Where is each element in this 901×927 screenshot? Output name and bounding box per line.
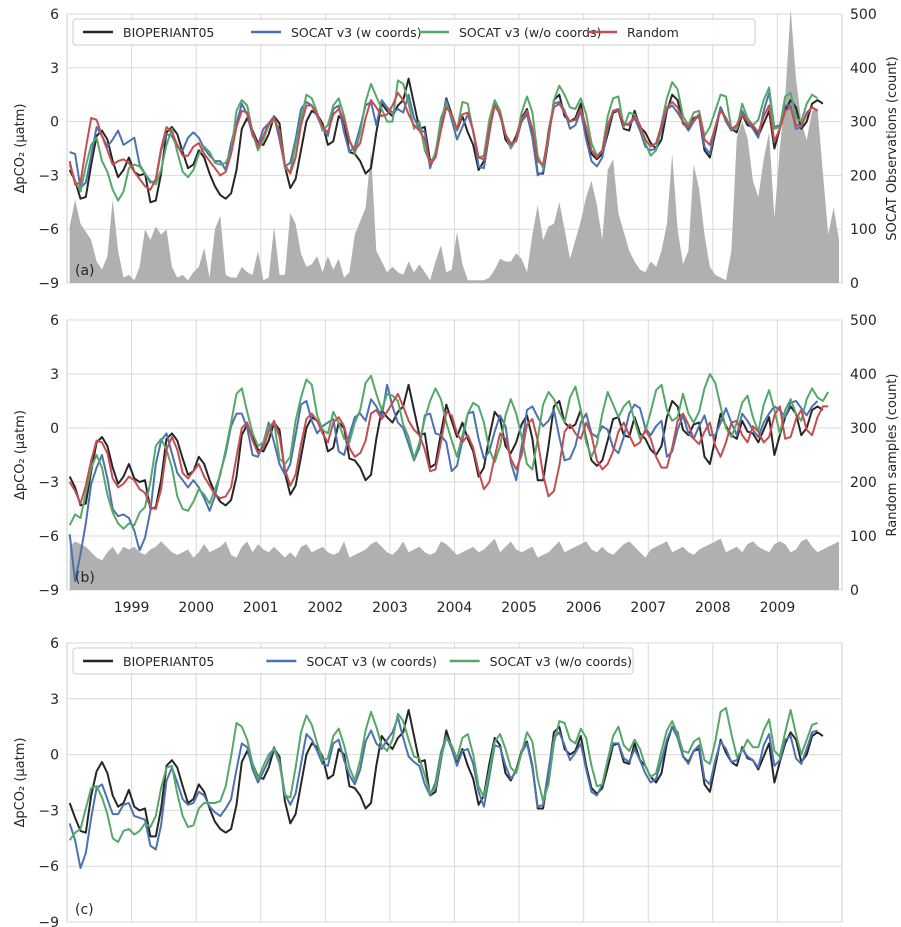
panel-label-c: (c) (75, 902, 94, 918)
legend-label: SOCAT v3 (w/o coords) (490, 654, 632, 669)
tick-labels-a: −9 −6 −3 0 3 6 0 100 200 300 400 500 (38, 7, 876, 292)
series-line-bioperiant05 (68, 383, 824, 510)
x-tick-label: 2007 (630, 600, 666, 616)
y2-tick-label: 400 (850, 61, 877, 77)
y2-tick-label: 400 (850, 367, 877, 383)
y2-tick-label: 200 (850, 168, 877, 184)
y-tick-label: −9 (38, 915, 59, 927)
y2-tick-label: 0 (850, 583, 859, 599)
y-tick-label: −9 (38, 276, 59, 292)
series-line-socat-v3-w-o-coords (68, 373, 830, 530)
y-tick-label: −6 (38, 529, 59, 545)
panel-a: −9 −6 −3 0 3 6 0 100 200 300 400 500 ΔpCO₂ (μatm) S… (13, 7, 900, 292)
y-tick-label: −6 (38, 859, 59, 875)
y2-tick-label: 100 (850, 529, 877, 545)
x-tick-label: 2005 (501, 600, 537, 616)
y2-tick-label: 500 (850, 313, 877, 329)
y2-tick-label: 0 (850, 276, 859, 292)
count-area (69, 8, 839, 283)
legend-label: SOCAT v3 (w coords) (291, 25, 422, 40)
y-tick-label: 0 (50, 748, 59, 764)
x-tick-label: 2006 (566, 600, 602, 616)
panel-label-b: (b) (75, 570, 95, 586)
x-tick-label: 2002 (308, 600, 344, 616)
legend-label: BIOPERIANT05 (123, 25, 214, 40)
y-tick-label: 6 (50, 7, 59, 23)
legend-label: SOCAT v3 (w coords) (306, 654, 437, 669)
y-tick-label: 6 (50, 313, 59, 329)
x-tick-label: 2003 (372, 600, 408, 616)
y2-tick-label: 200 (850, 475, 877, 491)
x-tick-label: 2000 (178, 600, 214, 616)
y-tick-label: 0 (50, 421, 59, 437)
y-axis-label-b: ΔpCO₂ (μatm) (13, 410, 28, 500)
y2-tick-label: 300 (850, 115, 877, 131)
y2-tick-label: 100 (850, 222, 877, 238)
panel-c: −9 −6 −3 0 3 6 ΔpCO₂ (μatm) (c) BIOPERIANT05 S… (13, 636, 843, 927)
count-area (69, 538, 839, 590)
x-tick-label: 2001 (243, 600, 279, 616)
legend-box (72, 18, 756, 46)
series-line-socat-v3-w-o-coords (68, 79, 819, 202)
grid-c (67, 642, 842, 923)
y2-tick-label: 500 (850, 7, 877, 23)
series-line-bioperiant05 (68, 709, 824, 838)
tick-labels-b: −9 −6 −3 0 3 6 0 100 200 300 400 500 1999 2000 2001 200… (38, 313, 876, 616)
series-line-random (68, 91, 819, 191)
y-axis-label-a: ΔpCO₂ (μatm) (13, 104, 28, 194)
tick-labels-c: −9 −6 −3 0 3 6 (38, 636, 59, 927)
y2-tick-label: 300 (850, 421, 877, 437)
y-axis-label-c: ΔpCO₂ (μatm) (13, 738, 28, 828)
y-tick-label: −3 (38, 168, 59, 184)
y-tick-label: −3 (38, 803, 59, 819)
legend-c: BIOPERIANT05 SOCAT v3 (w coords) SOCAT v3 … (72, 647, 634, 675)
legend-a: BIOPERIANT05 SOCAT v3 (w coords) SOCAT v3 … (72, 18, 756, 46)
y-tick-label: −3 (38, 475, 59, 491)
y-tick-label: 0 (50, 115, 59, 131)
legend-box (72, 647, 634, 675)
random-sample-bars-b (69, 538, 839, 590)
panel-b: −9 −6 −3 0 3 6 0 100 200 300 400 500 1999 2000 2001 200… (13, 313, 900, 616)
y2-axis-label-a: SOCAT Observations (count) (885, 56, 900, 240)
series-lines-c (68, 707, 824, 870)
x-tick-label: 2009 (760, 600, 796, 616)
y-tick-label: 3 (50, 61, 59, 77)
y-tick-label: 6 (50, 636, 59, 652)
series-line-socat-v3-w-o-coords (68, 707, 818, 843)
series-lines-a (68, 77, 824, 204)
legend-label: SOCAT v3 (w/o coords) (459, 25, 601, 40)
y2-axis-label-b: Random samples (count) (885, 374, 900, 537)
legend-label: BIOPERIANT05 (123, 654, 214, 669)
y-tick-label: −9 (38, 583, 59, 599)
series-lines-b (68, 373, 830, 582)
y-tick-label: 3 (50, 367, 59, 383)
observation-bars-a (69, 8, 839, 283)
y-tick-label: 3 (50, 692, 59, 708)
panel-label-a: (a) (75, 263, 95, 279)
y-tick-label: −6 (38, 222, 59, 238)
series-line-random (68, 392, 829, 510)
legend-label: Random (627, 25, 679, 40)
x-tick-label: 1999 (114, 600, 150, 616)
x-tick-label: 2008 (695, 600, 731, 616)
x-tick-label: 2004 (437, 600, 473, 616)
